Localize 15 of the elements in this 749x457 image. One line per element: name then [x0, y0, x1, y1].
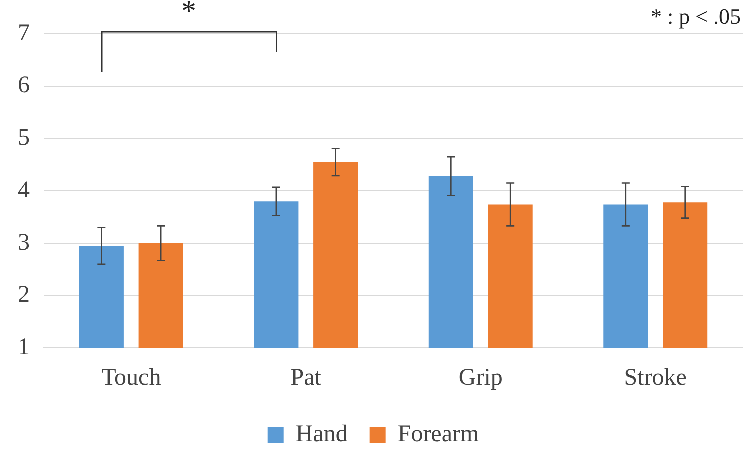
y-tick-label: 2 — [18, 282, 30, 308]
legend-label: Forearm — [398, 421, 480, 448]
y-tick-label: 4 — [18, 177, 30, 204]
x-tick-label: Pat — [290, 364, 322, 391]
x-tick-label: Grip — [458, 364, 503, 391]
y-tick-label: 1 — [18, 334, 30, 360]
text: * — [182, 0, 197, 29]
legend-label: Hand — [296, 421, 348, 448]
text: * : p < .05 — [650, 4, 741, 30]
x-tick-label: Stroke — [624, 364, 687, 391]
y-tick-label: 6 — [18, 72, 30, 99]
y-tick-label: 3 — [18, 230, 30, 256]
y-tick-label: 7 — [18, 20, 30, 46]
y-tick-label: 5 — [18, 125, 30, 152]
x-tick-label: Touch — [102, 364, 162, 391]
